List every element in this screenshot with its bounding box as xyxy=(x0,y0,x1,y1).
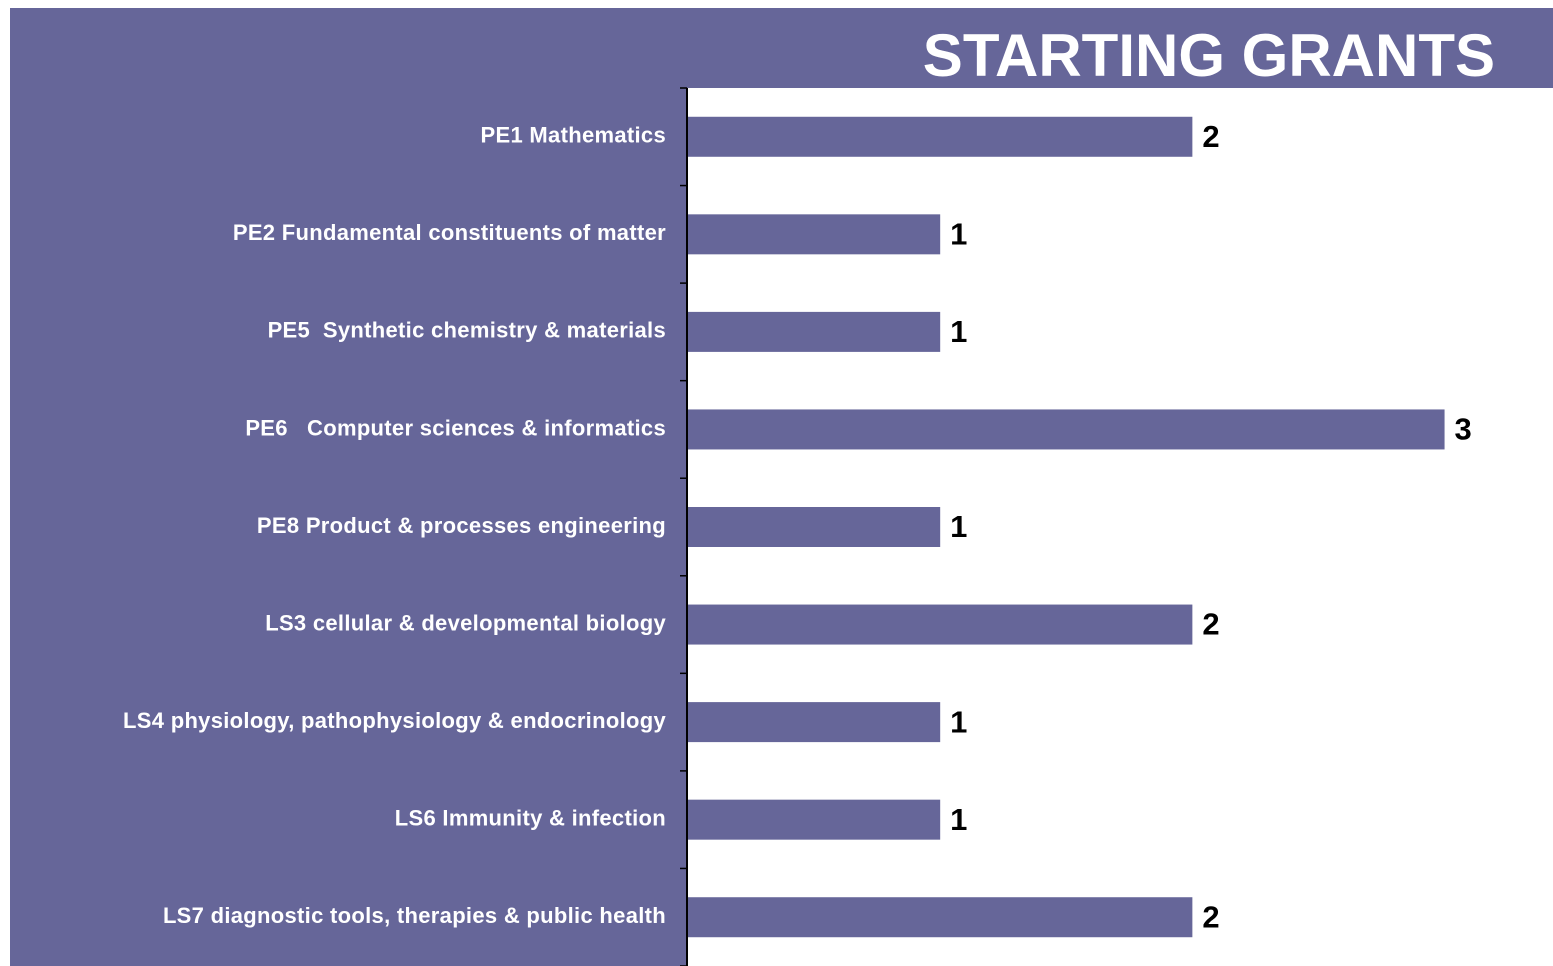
category-label: PE8 Product & processes engineering xyxy=(257,513,666,538)
data-label: 1 xyxy=(950,704,967,739)
bar xyxy=(688,799,941,840)
chart-title: STARTING GRANTS xyxy=(923,22,1495,89)
bar xyxy=(688,311,941,352)
bar xyxy=(688,702,941,743)
bar xyxy=(688,897,1193,938)
data-label: 1 xyxy=(950,509,967,544)
category-label: PE6 Computer sciences & informatics xyxy=(245,415,666,440)
bar xyxy=(688,507,941,547)
data-label: 1 xyxy=(950,802,967,837)
bar xyxy=(688,604,1193,645)
category-label: PE2 Fundamental constituents of matter xyxy=(233,220,666,245)
bar xyxy=(688,116,1193,157)
category-label: LS4 physiology, pathophysiology & endocr… xyxy=(123,708,666,733)
label-panel xyxy=(10,8,687,966)
bar xyxy=(688,409,1445,450)
category-label: LS6 Immunity & infection xyxy=(395,805,666,830)
data-label: 1 xyxy=(950,217,967,252)
category-label: LS3 cellular & developmental biology xyxy=(265,610,666,635)
data-label: 2 xyxy=(1202,899,1219,934)
category-label: LS7 diagnostic tools, therapies & public… xyxy=(163,903,666,928)
category-label: PE5 Synthetic chemistry & materials xyxy=(268,318,666,343)
data-label: 2 xyxy=(1202,119,1219,154)
category-label: PE1 Mathematics xyxy=(481,123,666,148)
data-label: 1 xyxy=(950,314,967,349)
data-label: 2 xyxy=(1202,607,1219,642)
data-label: 3 xyxy=(1455,412,1472,447)
bar xyxy=(688,214,941,255)
